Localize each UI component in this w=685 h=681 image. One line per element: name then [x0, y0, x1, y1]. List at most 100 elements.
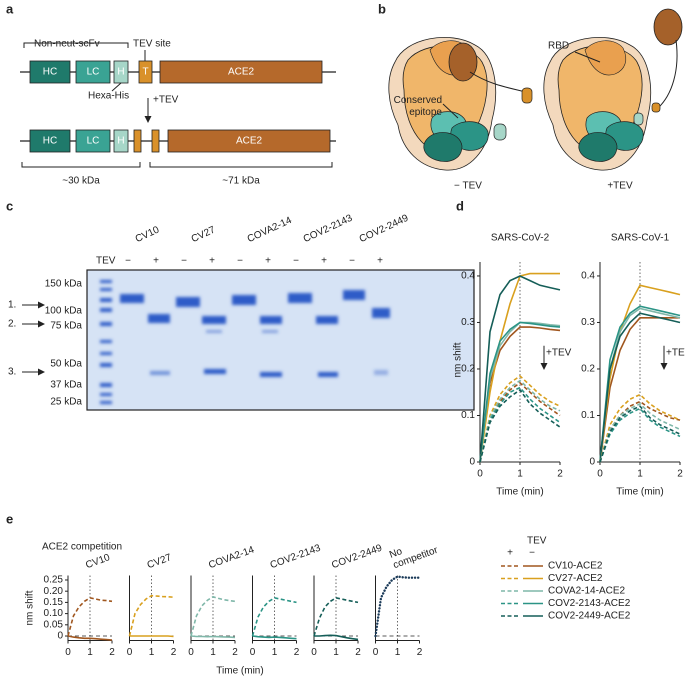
tev-mark: − — [125, 256, 131, 267]
line-series — [479, 386, 561, 463]
legend-label: COV2-2449-ACE2 — [548, 611, 631, 622]
label: ~30 kDa — [62, 176, 100, 187]
domain-label: H — [117, 67, 124, 78]
label: RBD — [548, 41, 569, 52]
tev-label: TEV — [96, 256, 116, 267]
subplot-title: COVA2-14 — [207, 544, 256, 571]
ladder-label: 25 kDa — [50, 397, 82, 408]
lane-label: COV2-2143 — [302, 213, 355, 245]
line-series — [313, 597, 359, 637]
label: +TEV — [607, 181, 633, 192]
line-series — [67, 597, 113, 637]
domain-label: H — [117, 136, 124, 147]
tev-mark: + — [153, 256, 159, 267]
y-tick-label: 0.1 — [581, 410, 595, 421]
line-series — [128, 594, 174, 637]
x-tick-label: 1 — [272, 647, 278, 658]
line-series — [599, 284, 681, 463]
line-series — [129, 635, 174, 638]
panel-label: c — [6, 198, 13, 213]
panel-title: ACE2 competition — [42, 542, 122, 553]
x-tick-label: 1 — [395, 647, 401, 658]
legend-label: COV2-2143-ACE2 — [548, 598, 631, 609]
x-tick-label: 1 — [87, 647, 93, 658]
tev-mark: − — [349, 256, 355, 267]
lane-label: COVA2-14 — [246, 215, 294, 245]
x-tick-label: 2 — [557, 469, 563, 480]
y-axis-label: nm shift — [453, 342, 464, 377]
line-series — [599, 402, 681, 463]
y-tick-label: 0.15 — [44, 597, 64, 608]
x-tick-label: 1 — [210, 647, 216, 658]
line-series — [190, 635, 236, 639]
y-tick-label: 0.10 — [44, 608, 64, 619]
x-tick-label: 0 — [311, 647, 317, 658]
y-axis-label: nm shift — [25, 590, 36, 625]
ladder-label: 150 kDa — [45, 279, 83, 290]
panel-label: d — [456, 198, 464, 213]
y-tick-label: 0 — [589, 457, 595, 468]
label: Conserved epitope — [394, 95, 443, 118]
panel-label: e — [6, 511, 13, 526]
title-line: No — [388, 546, 404, 561]
domain-label: T — [142, 67, 148, 78]
y-tick-label: 0.4 — [461, 271, 475, 282]
y-tick-label: 0.20 — [44, 586, 64, 597]
structure-illustration — [388, 8, 683, 171]
construct-diagram — [20, 42, 336, 168]
x-tick-label: 0 — [597, 469, 603, 480]
x-tick-label: 1 — [517, 469, 523, 480]
label: TEV site — [133, 39, 171, 50]
legend-title: TEV — [527, 536, 547, 547]
domain-label: HC — [43, 67, 57, 78]
label: − TEV — [454, 181, 482, 192]
y-tick-label: 0.3 — [461, 317, 475, 328]
legend-column: − — [529, 548, 535, 559]
x-tick-label: 1 — [637, 469, 643, 480]
line-series — [599, 312, 681, 463]
title-line: COV2-2449 — [330, 542, 384, 571]
line-series — [479, 374, 561, 463]
ladder-label: 37 kDa — [50, 380, 82, 391]
y-tick-label: 0 — [57, 631, 63, 642]
y-tick-label: 0.1 — [461, 410, 475, 421]
lane-label: COV2-2449 — [358, 213, 411, 245]
line-series — [599, 317, 680, 463]
legend-label: CV10-ACE2 — [548, 561, 603, 572]
band-label: 3. — [8, 367, 16, 378]
label: Non-neut-scFv — [34, 39, 100, 50]
legend-label: COVA2-14-ACE2 — [548, 586, 626, 597]
x-tick-label: 1 — [333, 647, 339, 658]
y-tick-label: 0.2 — [581, 364, 595, 375]
band-label: 1. — [8, 300, 16, 311]
line-series — [599, 305, 681, 463]
tev-mark: + — [265, 256, 271, 267]
x-axis-label: Time (min) — [616, 487, 663, 498]
tev-mark: + — [209, 256, 215, 267]
x-tick-label: 0 — [65, 647, 71, 658]
subplot-title: SARS-CoV-2 — [491, 233, 550, 244]
ladder-label: 75 kDa — [50, 321, 82, 332]
ladder-label: 100 kDa — [45, 306, 83, 317]
domain-label: LC — [87, 67, 100, 78]
x-tick-label: 2 — [294, 647, 300, 658]
x-tick-label: 0 — [250, 647, 256, 658]
domain-label: LC — [87, 136, 100, 147]
title-line: CV10 — [84, 552, 112, 571]
x-axis-label: Time (min) — [496, 487, 543, 498]
line-series — [479, 379, 561, 463]
annotation: +TEV — [546, 347, 572, 358]
line-series — [599, 405, 681, 463]
legend-column: + — [507, 548, 513, 559]
x-tick-label: 2 — [677, 469, 683, 480]
x-tick-label: 0 — [477, 469, 483, 480]
lane-label: CV27 — [190, 224, 218, 245]
subplot-title: CV10 — [84, 552, 112, 571]
line-series — [251, 597, 297, 637]
domain-label: ACE2 — [236, 136, 263, 147]
line-series — [314, 634, 359, 641]
panel-label: b — [378, 1, 386, 16]
line-series — [374, 575, 421, 638]
tev-mark: + — [321, 256, 327, 267]
